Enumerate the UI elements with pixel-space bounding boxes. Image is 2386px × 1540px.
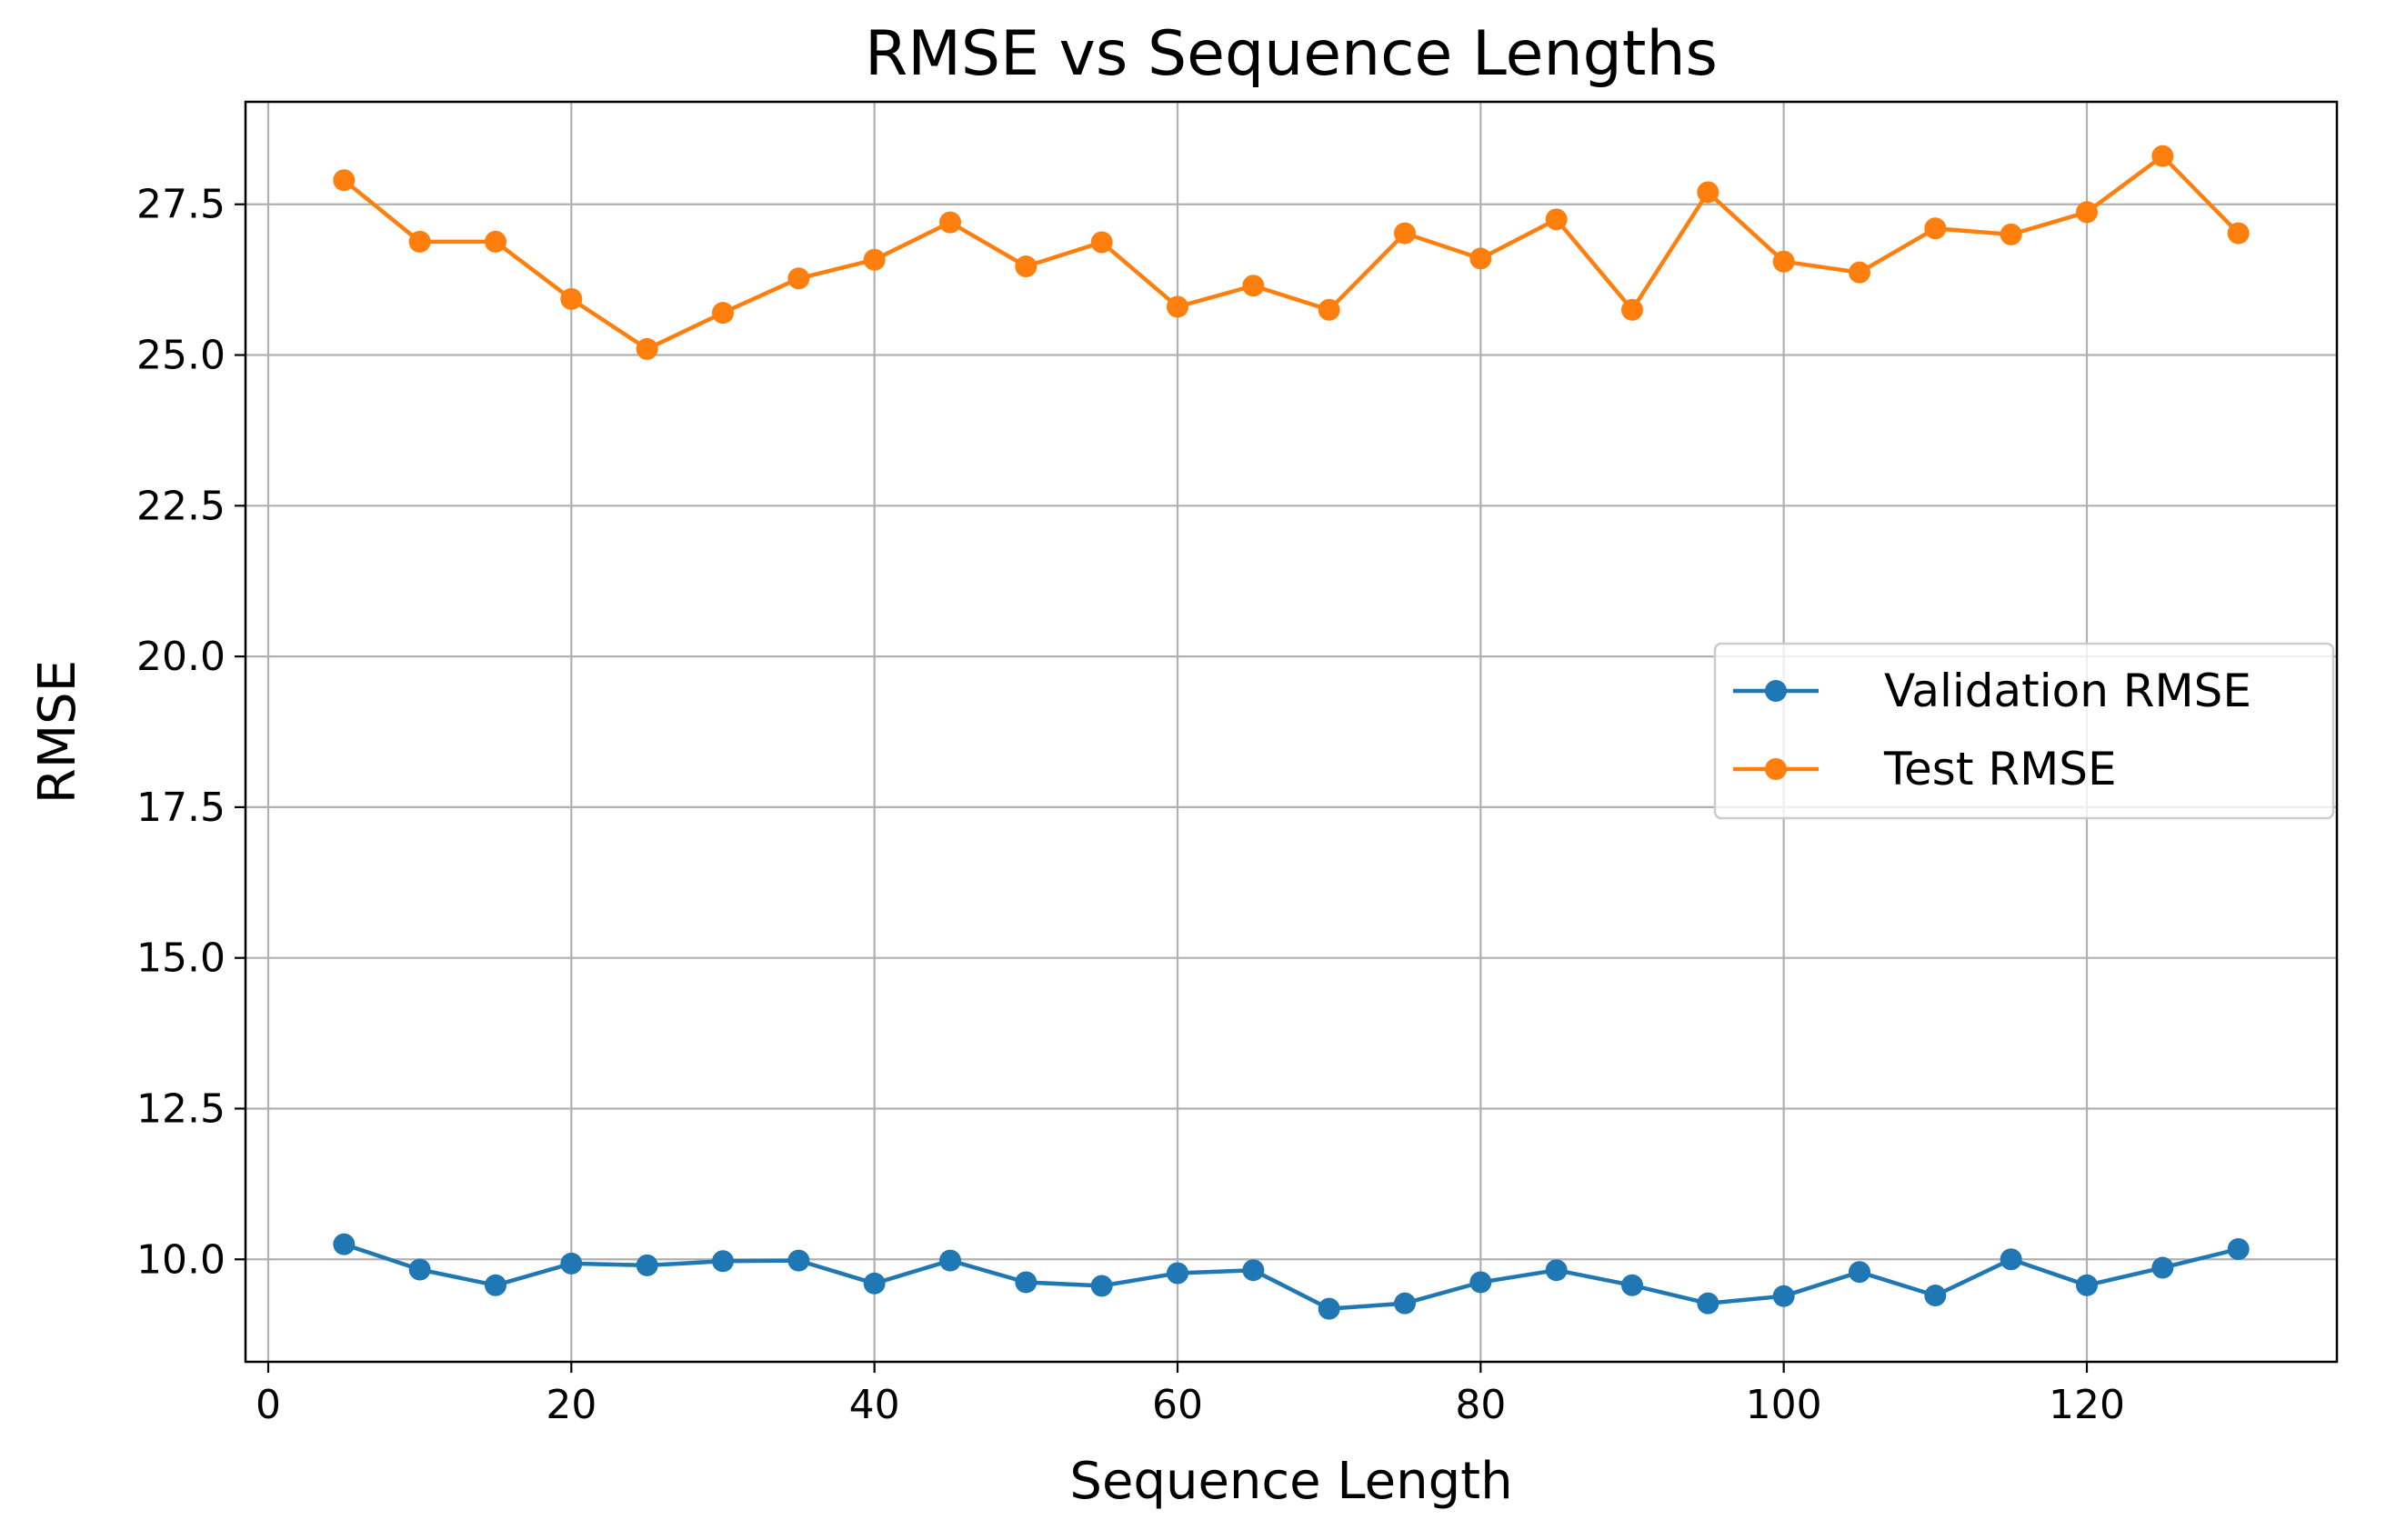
test-rmse-point xyxy=(1469,247,1492,270)
test-rmse-point xyxy=(1242,275,1265,297)
legend: Validation RMSE Test RMSE xyxy=(1713,642,2335,820)
validation-rmse-point xyxy=(485,1274,506,1296)
test-rmse-point xyxy=(712,302,734,325)
validation-rmse-point xyxy=(712,1250,734,1273)
validation-rmse-point xyxy=(2151,1256,2174,1279)
validation-rmse-point xyxy=(1849,1261,1870,1284)
test-rmse-point xyxy=(2227,222,2250,245)
validation-rmse-point xyxy=(1167,1262,1188,1285)
x-tick-label: 120 xyxy=(2049,1382,2125,1428)
y-axis-label: RMSE xyxy=(28,660,87,804)
test-rmse-point xyxy=(2076,201,2098,224)
test-rmse-point xyxy=(2151,145,2174,167)
validation-rmse-point xyxy=(1545,1259,1568,1282)
test-rmse-series xyxy=(333,145,2250,360)
test-rmse-point xyxy=(1394,222,1416,245)
test-rmse-point xyxy=(1924,217,1947,240)
test-rmse-point xyxy=(1849,261,1870,284)
x-tick-label: 0 xyxy=(256,1382,281,1428)
test-rmse-point xyxy=(939,211,961,234)
validation-rmse-point xyxy=(1697,1292,1719,1315)
test-rmse-point xyxy=(1545,208,1568,231)
validation-rmse-point xyxy=(560,1252,583,1275)
test-rmse-point xyxy=(485,230,506,253)
y-tick-label: 27.5 xyxy=(136,182,226,228)
legend-label: Validation RMSE xyxy=(1884,665,2251,717)
validation-rmse-point xyxy=(636,1254,658,1276)
test-rmse-point xyxy=(1697,181,1719,204)
series-layer xyxy=(333,145,2250,1320)
legend-box xyxy=(1713,642,2335,820)
y-tick-label: 25.0 xyxy=(136,333,226,379)
legend-marker xyxy=(1765,758,1787,780)
validation-rmse-point xyxy=(1469,1271,1492,1294)
validation-rmse-point xyxy=(1090,1275,1113,1297)
y-tick-label: 17.5 xyxy=(136,785,226,831)
x-axis-label: Sequence Length xyxy=(1069,1452,1512,1511)
test-rmse-point xyxy=(1318,298,1340,321)
legend-entries: Validation RMSE Test RMSE xyxy=(1733,665,2251,795)
y-tick-label: 12.5 xyxy=(136,1085,226,1132)
legend-marker xyxy=(1765,680,1787,702)
validation-rmse-point xyxy=(2227,1237,2250,1260)
test-rmse-point xyxy=(1621,298,1643,321)
test-rmse-point xyxy=(787,267,810,290)
chart-title: RMSE vs Sequence Lengths xyxy=(865,18,1718,90)
validation-rmse-point xyxy=(1318,1297,1340,1320)
x-tick-label: 80 xyxy=(1455,1382,1506,1428)
y-tick-label: 15.0 xyxy=(136,935,226,982)
test-rmse-point xyxy=(408,230,431,253)
test-rmse-point xyxy=(333,169,356,192)
validation-rmse-point xyxy=(1394,1292,1416,1315)
validation-rmse-point xyxy=(863,1272,886,1295)
validation-rmse-line xyxy=(343,1242,2240,1311)
test-rmse-line xyxy=(342,154,2241,352)
test-rmse-point xyxy=(1167,295,1188,318)
axis-ticks: 0 20 40 60 80 100 120 10.0 12.5 15.0 17.5 20.0 22.5 2… xyxy=(136,182,2125,1428)
validation-rmse-point xyxy=(1924,1285,1947,1307)
validation-rmse-point xyxy=(1015,1271,1038,1294)
y-tick-label: 22.5 xyxy=(136,483,226,529)
legend-label: Test RMSE xyxy=(1883,743,2117,795)
y-tick-label: 10.0 xyxy=(136,1236,226,1283)
x-tick-label: 100 xyxy=(1746,1382,1822,1428)
validation-rmse-point xyxy=(333,1233,356,1255)
test-rmse-point xyxy=(1015,255,1038,278)
validation-rmse-point xyxy=(939,1249,961,1272)
validation-rmse-point xyxy=(2000,1248,2022,1271)
test-rmse-point xyxy=(636,337,658,360)
plot-area-frame xyxy=(244,100,2339,1364)
validation-rmse-series xyxy=(333,1233,2250,1320)
x-tick-label: 40 xyxy=(849,1382,900,1428)
x-tick-label: 20 xyxy=(546,1382,596,1428)
validation-rmse-point xyxy=(2076,1274,2098,1296)
test-rmse-point xyxy=(2000,223,2022,245)
test-rmse-point xyxy=(560,287,583,310)
test-rmse-point xyxy=(1772,250,1795,273)
test-rmse-point xyxy=(1090,231,1113,254)
validation-rmse-point xyxy=(1242,1259,1265,1282)
validation-rmse-point xyxy=(408,1258,431,1281)
y-tick-label: 20.0 xyxy=(136,634,226,680)
legend-entry-test-rmse: Test RMSE xyxy=(1733,743,2117,795)
test-rmse-point xyxy=(863,248,886,271)
validation-rmse-point xyxy=(1772,1285,1795,1307)
legend-entry-validation-rmse: Validation RMSE xyxy=(1733,665,2251,717)
validation-rmse-point xyxy=(787,1249,810,1272)
validation-rmse-point xyxy=(1621,1274,1643,1296)
x-tick-label: 60 xyxy=(1152,1382,1203,1428)
